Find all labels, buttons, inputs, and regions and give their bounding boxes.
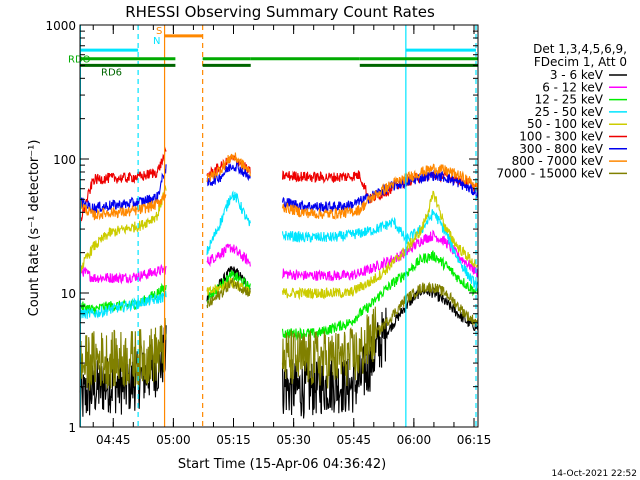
x-tick-label-1: 05:00 (156, 433, 191, 447)
legend-header-line-1: Det 1,3,4,5,6,9, (533, 42, 627, 56)
legend-label-6: 300 - 800 keV (519, 142, 603, 156)
legend-label-3: 25 - 50 keV (535, 105, 604, 119)
legend: Det 1,3,4,5,6,9, FDecim 1, Att 0 3 - 6 k… (496, 42, 627, 180)
x-tick-label-6: 06:15 (457, 433, 492, 447)
legend-header-line-2: FDecim 1, Att 0 (534, 55, 627, 69)
series-layer (79, 146, 479, 419)
series-7 (79, 152, 479, 221)
flag-label-s: S (156, 26, 162, 37)
x-tick-label-3: 05:30 (276, 433, 311, 447)
legend-label-4: 50 - 100 keV (527, 117, 604, 131)
y-tick-label-0: 1 (68, 421, 76, 435)
y-axis-label: Count Rate (s⁻¹ detector⁻¹) (27, 140, 42, 317)
legend-label-1: 6 - 12 keV (542, 80, 604, 94)
legend-label-0: 3 - 6 keV (550, 68, 604, 82)
flag-label-rd6: RD6 (101, 67, 122, 78)
flag-label-rdo: RDO (68, 55, 91, 66)
y-tick-label-2: 100 (53, 153, 76, 167)
y-tick-label-3: 1000 (45, 19, 76, 33)
legend-label-5: 100 - 300 keV (519, 130, 603, 144)
flag-markers-layer: RDO RD6 SN (68, 25, 478, 427)
legend-label-8: 7000 - 15000 keV (496, 166, 603, 180)
legend-label-7: 800 - 7000 keV (512, 154, 604, 168)
x-axis-label: Start Time (15-Apr-06 04:36:42) (178, 457, 386, 472)
plot-frame (79, 24, 479, 428)
chart-title: RHESSI Observing Summary Count Rates (125, 3, 435, 21)
x-tick-label-0: 04:45 (96, 433, 131, 447)
series-8 (79, 276, 479, 393)
y-tick-label-1: 10 (61, 287, 76, 301)
axes-layer: 1 10 100 1000 04:45 05:00 05:15 05:30 05:45 06:00… (45, 19, 491, 447)
x-tick-label-4: 05:45 (336, 433, 371, 447)
footer-timestamp: 14-Oct-2021 22:52 (552, 469, 637, 479)
legend-label-2: 12 - 25 keV (535, 93, 604, 107)
series-5 (79, 146, 479, 224)
flag-label-n: N (153, 36, 160, 47)
series-1 (79, 229, 479, 285)
x-tick-label-2: 05:15 (216, 433, 251, 447)
x-tick-label-5: 06:00 (397, 433, 432, 447)
